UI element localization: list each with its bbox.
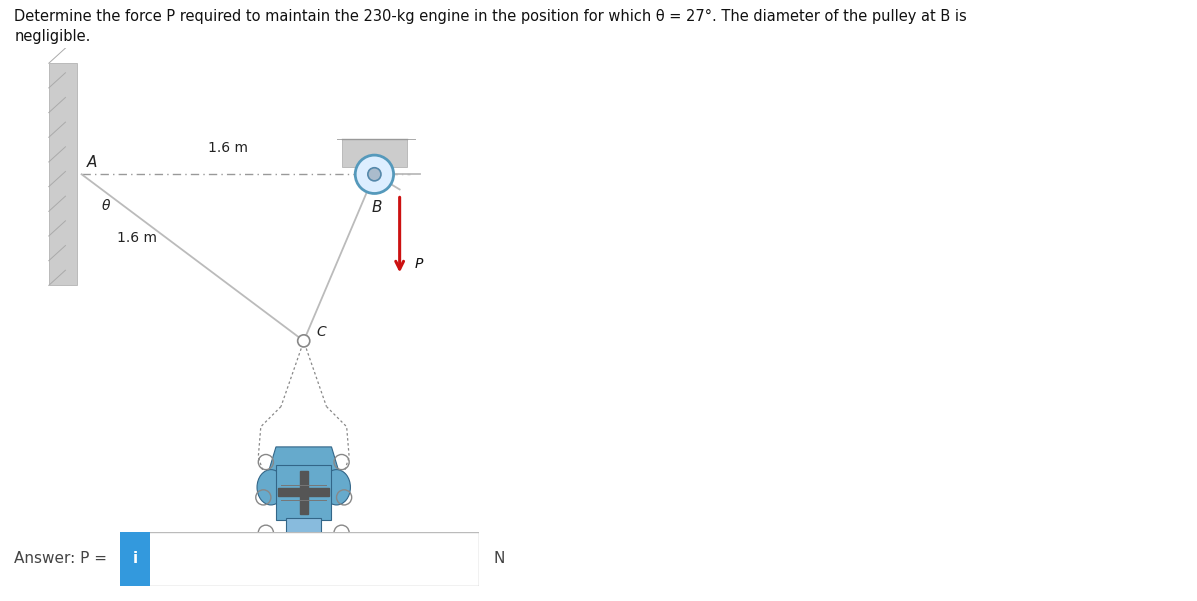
Text: B: B — [372, 200, 382, 215]
Bar — [277, 465, 332, 520]
Ellipse shape — [323, 469, 351, 505]
Text: negligible.: negligible. — [14, 29, 91, 44]
Text: A: A — [86, 154, 97, 169]
Polygon shape — [268, 447, 339, 472]
Text: C: C — [316, 325, 326, 339]
Text: 1.6 m: 1.6 m — [208, 141, 248, 154]
Text: 230 kg: 230 kg — [271, 557, 318, 571]
Text: P: P — [415, 257, 424, 270]
Circle shape — [298, 335, 310, 347]
Text: i: i — [133, 552, 138, 566]
Text: θ: θ — [102, 198, 110, 213]
Text: Determine the force P required to maintain the 230-kg engine in the position for: Determine the force P required to mainta… — [14, 9, 967, 24]
Circle shape — [367, 168, 381, 181]
Bar — [49, 63, 77, 285]
Bar — [341, 139, 407, 166]
Circle shape — [356, 155, 394, 194]
Text: N: N — [493, 552, 505, 566]
Bar — [286, 517, 322, 540]
Text: Answer: P =: Answer: P = — [14, 552, 113, 566]
Bar — [279, 488, 329, 496]
Bar — [120, 532, 151, 586]
Bar — [299, 471, 308, 513]
Text: 1.6 m: 1.6 m — [117, 231, 157, 245]
Ellipse shape — [257, 469, 285, 505]
